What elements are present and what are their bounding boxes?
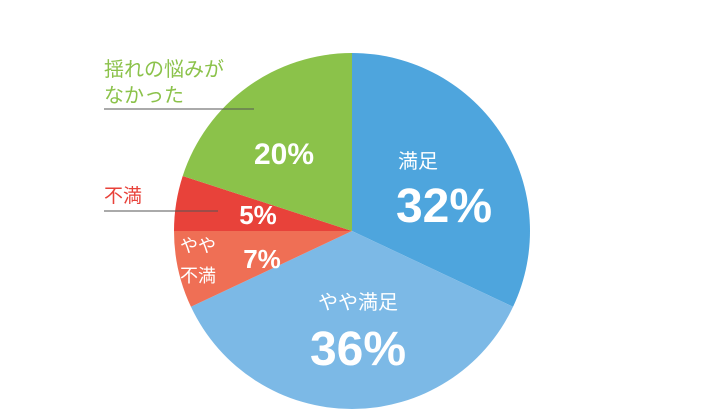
pie-slice <box>352 53 531 307</box>
slice-label-line: やや <box>180 236 216 257</box>
pie-slice <box>182 52 352 232</box>
slice-value-label: 5% <box>239 200 277 230</box>
slice-label-line: 不満 <box>180 266 216 287</box>
pie-slice <box>190 231 514 410</box>
slice-value-label: 7% <box>243 244 281 274</box>
external-label-line: なかった <box>104 83 184 107</box>
pie-slice <box>173 231 352 307</box>
external-label: 不満 <box>104 185 142 207</box>
slice-label: 満足 <box>398 149 438 173</box>
slice-value-label: 20% <box>254 138 314 171</box>
external-label-line: 揺れの悩みが <box>104 57 224 81</box>
pie-slices <box>173 52 531 410</box>
pie-slice <box>174 175 352 231</box>
slice-value-label: 32% <box>396 180 492 233</box>
slice-value-label: 36% <box>310 323 406 376</box>
slice-label: やや満足 <box>318 290 398 314</box>
